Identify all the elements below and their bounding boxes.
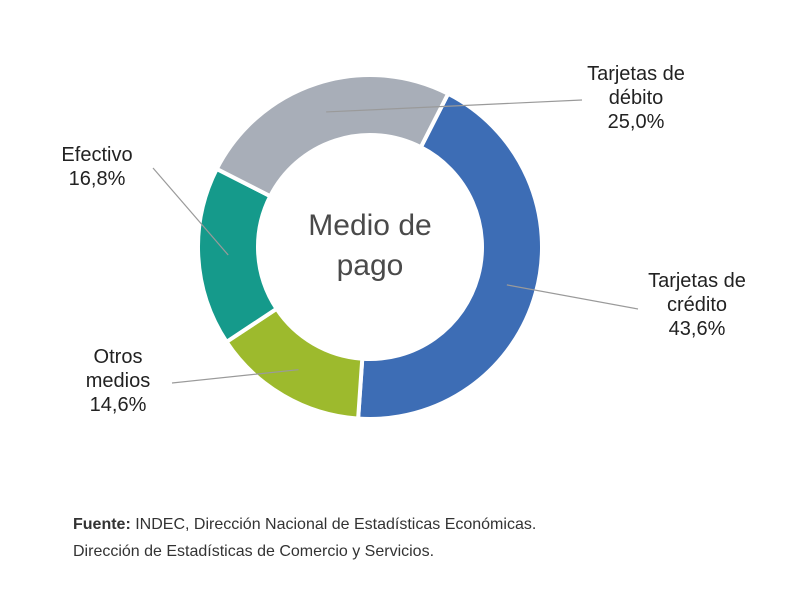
source-line-2: Dirección de Estadísticas de Comercio y … xyxy=(73,543,435,560)
slice-label-tarjetas-de-debito: Tarjetas de débito 25,0% xyxy=(587,63,685,133)
donut-slices xyxy=(196,73,544,421)
slice-tarjetas-de-debito xyxy=(214,73,451,199)
slice-label-tarjetas-de-credito: Tarjetas de crédito 43,6% xyxy=(648,270,746,340)
slice-label-efectivo: Efectivo 16,8% xyxy=(61,144,132,190)
source-text-1: INDEC, Dirección Nacional de Estadística… xyxy=(135,516,537,533)
leader-line-efectivo xyxy=(152,167,229,256)
leader-line-tarjetas-de-credito xyxy=(506,284,639,310)
source-note: Fuente: INDEC, Dirección Nacional de Est… xyxy=(73,511,773,565)
slice-labels: Tarjetas de crédito 43,6% Otros medios 14,6% E… xyxy=(61,63,746,416)
leader-line-otros-medios xyxy=(171,369,299,384)
leader-line-tarjetas-de-debito xyxy=(326,99,583,113)
slice-label-otros-medios: Otros medios 14,6% xyxy=(86,346,150,416)
center-label: Medio de pago xyxy=(308,209,431,282)
source-prefix: Fuente: xyxy=(73,516,131,533)
donut-chart: Tarjetas de crédito 43,6% Otros medios 14,6% E… xyxy=(61,63,746,421)
source-line-1: Fuente: INDEC, Dirección Nacional de Est… xyxy=(73,511,773,538)
leader-lines xyxy=(152,99,639,384)
slice-tarjetas-de-credito xyxy=(355,91,544,421)
